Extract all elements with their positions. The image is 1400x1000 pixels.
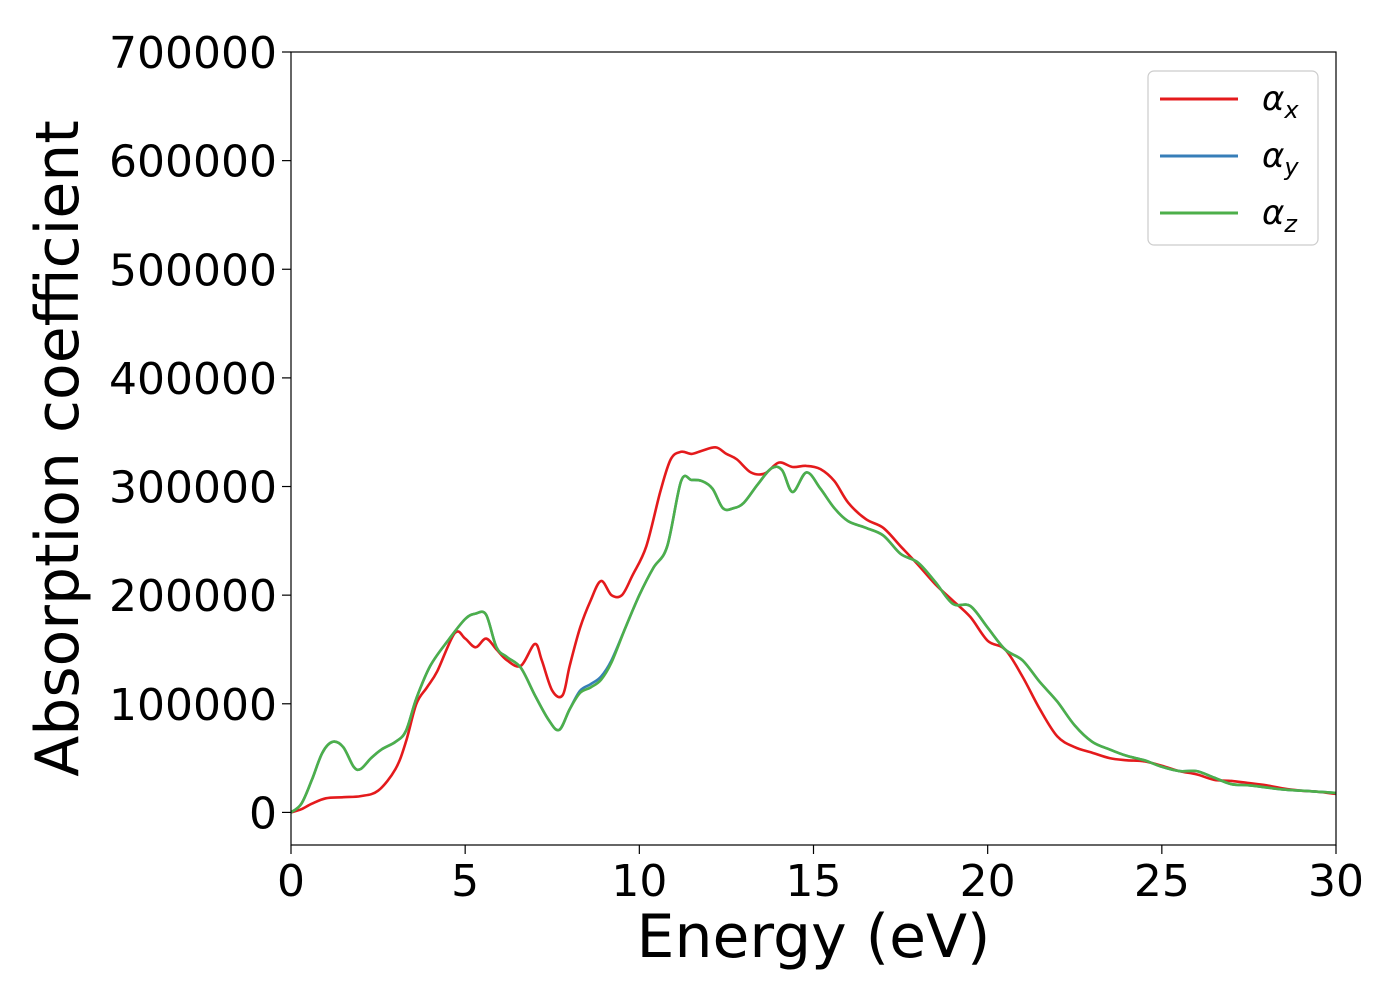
- series-line-z: [291, 465, 1336, 814]
- x-tick-label: 20: [960, 856, 1016, 907]
- legend-label-z: αz: [1262, 193, 1298, 238]
- y-axis-ticks: 0 100000 200000 300000 400000 500000 600000 700…: [109, 28, 291, 839]
- x-axis-title: Energy (eV): [637, 902, 991, 972]
- series-line-x: [291, 446, 1336, 814]
- y-tick-label: 500000: [109, 245, 277, 296]
- y-tick-label: 300000: [109, 463, 277, 514]
- x-tick-label: 5: [451, 856, 479, 907]
- y-tick-label: 700000: [109, 28, 277, 79]
- x-tick-label: 30: [1308, 856, 1364, 907]
- legend-box: [1147, 70, 1319, 246]
- y-tick-label: 200000: [109, 571, 277, 622]
- y-tick-label: 600000: [109, 137, 277, 188]
- legend-label-y: αy: [1262, 136, 1299, 181]
- y-tick-label: 100000: [109, 680, 277, 731]
- y-tick-label: 0: [249, 788, 277, 839]
- x-tick-label: 10: [611, 856, 667, 907]
- x-axis-ticks: 0 5 10 15 20 25 30: [277, 845, 1364, 907]
- series-layer: [291, 446, 1336, 814]
- x-tick-label: 25: [1134, 856, 1190, 907]
- legend-label-x: αx: [1262, 79, 1299, 124]
- legend: αx αy αz: [1147, 70, 1319, 246]
- x-tick-label: 15: [786, 856, 842, 907]
- y-axis-title: Absorption coefficient: [23, 120, 93, 777]
- y-tick-label: 400000: [109, 354, 277, 405]
- x-tick-label: 0: [277, 856, 305, 907]
